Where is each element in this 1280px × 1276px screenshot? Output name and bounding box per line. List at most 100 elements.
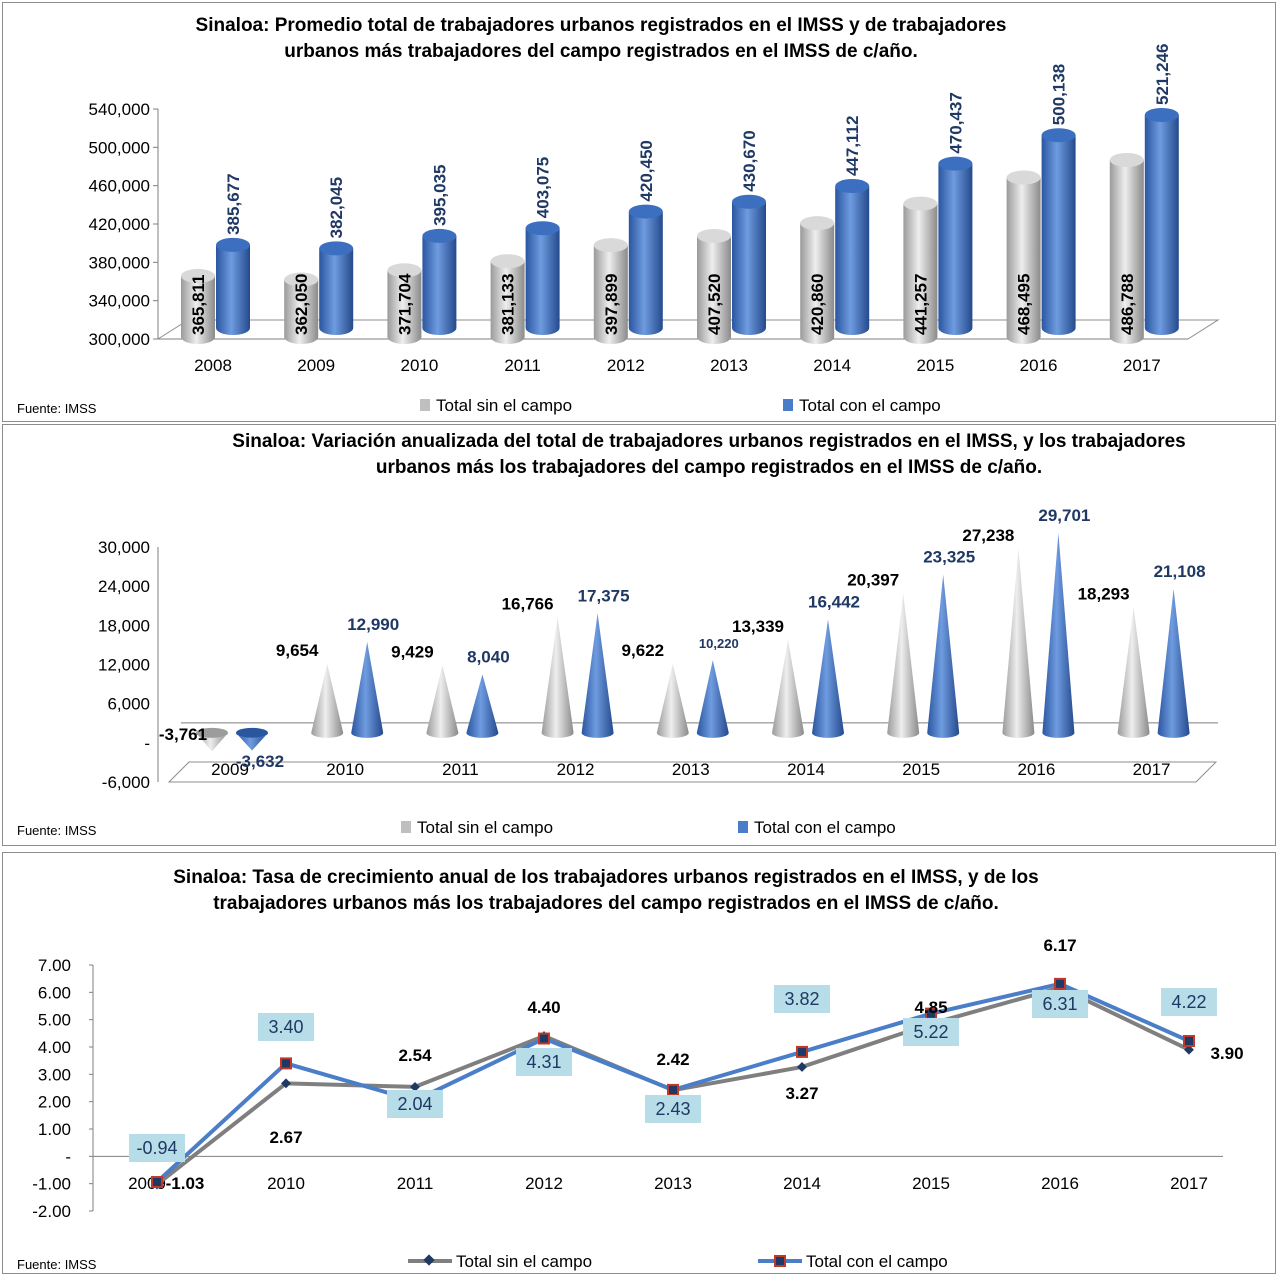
y-tick-label: 12,000 (98, 656, 150, 675)
x-tick-label: 2010 (326, 760, 364, 779)
data-label-con-campo: 6.31 (1042, 994, 1077, 1014)
bar-total-con-campo (1041, 135, 1076, 335)
data-label: 16,766 (502, 594, 554, 613)
cone-total-con-campo (466, 674, 499, 738)
chart-title-line: Sinaloa: Promedio total de trabajadores … (196, 15, 1007, 36)
y-tick-label: 420,000 (89, 215, 150, 234)
data-label-sin-campo: 3.90 (1210, 1044, 1243, 1063)
marker-con-campo (1183, 1034, 1195, 1047)
x-tick-label: 2014 (783, 1174, 821, 1193)
bar-cap (1109, 152, 1144, 167)
y-tick-label: 6.00 (38, 983, 71, 1002)
data-label: 403,075 (534, 157, 553, 218)
cone-total-con-campo (581, 613, 614, 738)
cone-total-con-campo (812, 619, 844, 738)
bar-total-sin-campo (490, 261, 525, 344)
y-tick-label: 300,000 (89, 330, 150, 349)
data-label-sin-campo: 2.42 (656, 1050, 689, 1069)
data-label: 395,035 (430, 164, 449, 225)
data-label-box (774, 985, 830, 1013)
y-tick-label: 3.00 (38, 1065, 71, 1084)
marker-con-campo (1054, 977, 1066, 990)
bar-cap (490, 254, 525, 269)
source-note: Fuente: IMSS (17, 823, 97, 838)
x-tick-label: 2013 (672, 760, 710, 779)
bar-cap (387, 263, 422, 278)
bar-total-con-campo (628, 211, 663, 335)
x-tick-label: 2015 (916, 356, 954, 375)
data-label-box (129, 1134, 185, 1162)
x-tick-label: 2016 (1017, 760, 1055, 779)
bar-total-sin-campo (181, 275, 215, 344)
data-label-box (1161, 988, 1217, 1016)
data-label-box (645, 1095, 701, 1123)
legend-swatch (783, 399, 793, 411)
bar-cap (697, 228, 731, 243)
y-tick-label: 24,000 (98, 577, 150, 596)
legend-label: Total con el campo (754, 818, 896, 837)
x-tick-label: 2010 (267, 1174, 305, 1193)
x-tick-label: 2011 (442, 760, 479, 779)
legend-label: Total sin el campo (417, 818, 553, 837)
y-tick-label: 4.00 (38, 1038, 71, 1057)
chart-promedio: Sinaloa: Promedio total de trabajadores … (17, 15, 1220, 416)
data-label-sin-campo: 2.54 (398, 1046, 432, 1065)
chart-panel-variacion: Sinaloa: Variación anualizada del total … (2, 424, 1276, 846)
x-tick-label: 2016 (1041, 1174, 1079, 1193)
data-label-con-campo: 5.22 (913, 1022, 948, 1042)
x-tick-label: 2017 (1170, 1174, 1208, 1193)
x-tick-label: 2016 (1020, 356, 1058, 375)
bar-cap (938, 156, 973, 171)
data-label: 420,860 (808, 274, 827, 335)
data-label: 430,670 (740, 130, 759, 191)
cone-total-sin-campo (772, 639, 804, 738)
data-label: 9,622 (622, 641, 665, 660)
data-label: 9,654 (276, 641, 319, 660)
data-label-box (516, 1048, 572, 1076)
cone-total-sin-campo (1117, 607, 1150, 738)
bar-total-sin-campo (593, 245, 628, 344)
data-label: 420,450 (637, 140, 656, 201)
marker-con-campo (151, 1176, 163, 1189)
chart-variacion: Sinaloa: Variación anualizada del total … (17, 431, 1218, 838)
y-tick-label: 340,000 (89, 292, 150, 311)
y-tick-label: -1.00 (32, 1175, 71, 1194)
data-label: 521,246 (1153, 44, 1172, 105)
bar-cap (732, 194, 766, 209)
y-tick-label: 18,000 (98, 616, 150, 635)
data-label: 468,495 (1015, 274, 1034, 335)
y-tick-label: 1.00 (38, 1120, 71, 1139)
marker-con-campo (280, 1057, 292, 1070)
data-label: 500,138 (1050, 64, 1069, 125)
data-label-sin-campo: -1.03 (166, 1174, 205, 1193)
data-label: 20,397 (847, 571, 899, 590)
y-tick-label: 30,000 (98, 538, 150, 557)
data-label-con-campo: 3.82 (784, 989, 819, 1009)
bar-cap (628, 204, 663, 219)
data-label: 27,238 (962, 526, 1014, 545)
bar-total-con-campo (835, 186, 870, 335)
bar-total-sin-campo (903, 203, 938, 344)
legend-swatch (738, 821, 748, 833)
marker-con-campo (796, 1045, 808, 1058)
data-label: 447,112 (843, 116, 862, 177)
marker-con-campo (667, 1083, 679, 1096)
x-tick-label: 2008 (194, 356, 232, 375)
cone-total-sin-campo (1002, 549, 1035, 738)
bar-total-sin-campo (697, 235, 731, 344)
data-label: 17,375 (578, 586, 630, 605)
data-label: 8,040 (467, 647, 510, 666)
y-tick-label: - (144, 734, 150, 753)
bar-total-con-campo (216, 244, 250, 335)
data-label: 18,293 (1078, 584, 1130, 603)
data-label: 23,325 (923, 548, 975, 567)
data-label: 382,045 (327, 177, 346, 238)
cone-total-con-campo (351, 642, 384, 738)
chart-panel-tasa: Sinaloa: Tasa de crecimiento anual de lo… (2, 852, 1276, 1274)
bar-total-sin-campo (800, 223, 835, 344)
cone-total-con-campo (696, 660, 729, 738)
data-label: 21,108 (1154, 562, 1206, 581)
bar-total-con-campo (422, 235, 457, 335)
bar-cap (835, 179, 870, 194)
data-label: 10,220 (699, 636, 739, 651)
